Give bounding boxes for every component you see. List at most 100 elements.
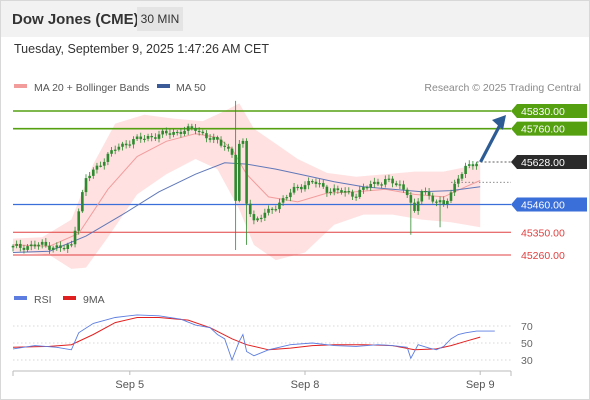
candle-body — [252, 214, 256, 221]
level-label-0: 45830.00 — [521, 106, 565, 118]
candle-body — [179, 131, 183, 134]
level-tag-1 — [511, 121, 587, 136]
candle-body — [139, 136, 143, 140]
candle-body — [11, 245, 15, 248]
candle-body — [329, 191, 332, 194]
legend-ma20: MA 20 + Bollinger Bands — [34, 82, 149, 94]
candle-body — [311, 181, 314, 183]
candle-body — [33, 244, 37, 247]
candle-body — [29, 244, 33, 247]
candle-body — [212, 137, 216, 140]
candle-body — [336, 188, 340, 191]
rsi-panel: 70 50 30 — [12, 314, 533, 367]
candle-body — [117, 146, 121, 150]
candle-body — [70, 244, 73, 246]
candle-body — [413, 202, 416, 211]
candle-body — [22, 247, 26, 250]
candle-body — [146, 135, 150, 139]
candle-body — [165, 130, 168, 134]
candle-body — [420, 190, 424, 202]
candle-body — [446, 200, 449, 205]
candle-body — [37, 244, 40, 247]
x-tick-label-0: Sep 5 — [115, 379, 144, 391]
candle-body — [256, 218, 259, 221]
candle-body — [186, 126, 190, 131]
candle-body — [15, 243, 18, 246]
candle-body — [300, 186, 303, 190]
instrument-title: Dow Jones (CME) — [12, 11, 139, 28]
timestamp: Tuesday, September 9, 2025 1:47:26 AM CE… — [14, 42, 270, 56]
candle-body — [128, 144, 132, 146]
candle-body — [442, 200, 445, 205]
candle-body — [391, 178, 394, 184]
candle-body — [124, 143, 128, 146]
candle-body — [113, 149, 117, 151]
header-bar: Dow Jones (CME) 30 MIN — [1, 1, 589, 37]
candle-body — [44, 241, 48, 246]
candle-body — [278, 202, 281, 210]
candle-body — [150, 135, 153, 138]
candle-body — [88, 175, 91, 179]
candle-body — [471, 164, 475, 167]
legend-swatch-9ma — [63, 296, 76, 300]
candle-body — [110, 150, 113, 154]
candle-body — [241, 140, 245, 144]
candle-body — [449, 192, 453, 201]
candle-body — [62, 248, 66, 250]
candle-body — [121, 143, 124, 147]
candle-body — [267, 208, 270, 213]
candle-body — [373, 181, 376, 184]
candle-body — [19, 243, 22, 248]
candle-body — [190, 126, 194, 128]
legend-swatch-ma50 — [157, 84, 170, 88]
level-label-3: 45460.00 — [521, 199, 565, 211]
candle-body — [384, 179, 387, 185]
candle-body — [132, 139, 135, 145]
rsi-grid — [13, 325, 511, 361]
candle-body — [376, 181, 380, 185]
candle-body — [66, 244, 70, 249]
candle-body — [102, 161, 106, 166]
candle-body — [467, 164, 471, 166]
candle-body — [354, 196, 358, 198]
legend-swatch-ma20 — [14, 84, 27, 88]
level-lines — [13, 110, 511, 256]
candle-body — [296, 186, 299, 189]
forecast-arrow-shaft — [479, 122, 503, 163]
candle-body — [205, 133, 208, 139]
rsi-tick-1: 50 — [521, 338, 533, 350]
candle-body — [409, 195, 413, 203]
rsi-9ma-line — [12, 317, 481, 351]
candle-body — [92, 169, 95, 176]
candle-body — [175, 131, 179, 134]
candle-body — [194, 127, 197, 131]
candle-body — [48, 245, 51, 250]
candle-body — [274, 209, 278, 211]
candle-body — [84, 178, 88, 193]
candle-body — [285, 197, 289, 199]
candle-body — [168, 133, 172, 135]
level-labels: 45830.00 45760.00 45628.00 45460.00 45350.00… — [511, 104, 587, 262]
candle-body — [81, 192, 84, 212]
legend-rsi: RSI — [34, 294, 52, 306]
timeframe-button[interactable]: 30 MIN — [137, 7, 183, 31]
candle-body — [405, 189, 409, 196]
candle-body — [238, 143, 241, 201]
candle-body — [402, 184, 405, 190]
candle-body — [208, 138, 212, 140]
candle-body — [73, 230, 77, 245]
level-label-5: 45260.00 — [521, 250, 565, 262]
level-label-1: 45760.00 — [521, 124, 565, 136]
candle-body — [281, 198, 285, 203]
candle-body — [438, 200, 442, 203]
candle-body — [289, 192, 292, 198]
candle-body — [234, 154, 237, 201]
level-label-2: 45628.00 — [521, 157, 565, 169]
candle-body — [358, 189, 362, 198]
candle-body — [245, 140, 248, 204]
candle-body — [314, 181, 318, 184]
candle-body — [464, 165, 467, 174]
legend-ma50: MA 50 — [176, 82, 206, 94]
candle-body — [248, 203, 252, 215]
